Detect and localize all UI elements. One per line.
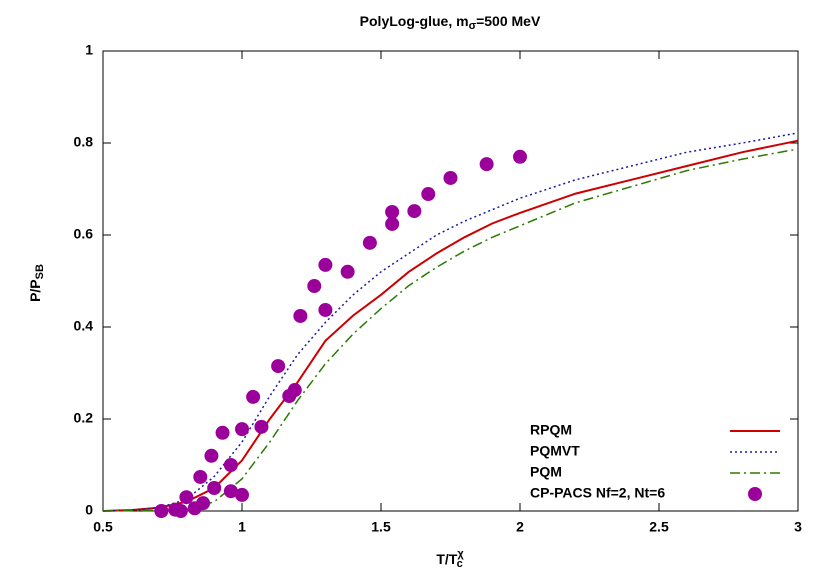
data-point	[385, 216, 400, 231]
y-tick-label: 0.2	[74, 410, 94, 426]
x-tick-label: 2.5	[649, 519, 669, 535]
data-point	[154, 504, 169, 518]
data-point	[421, 187, 436, 202]
data-point	[513, 149, 527, 164]
data-point	[196, 496, 211, 511]
x-tick-label: 1.5	[371, 519, 391, 535]
data-point	[204, 448, 219, 463]
data-point	[287, 383, 302, 398]
data-point	[340, 264, 355, 279]
data-point	[246, 389, 261, 404]
legend-label: CP-PACS Nf=2, Nt=6	[530, 485, 665, 501]
data-point	[215, 425, 230, 440]
data-point	[318, 257, 333, 272]
data-point	[318, 302, 333, 317]
data-point	[193, 469, 208, 484]
data-point	[407, 204, 422, 219]
data-point	[223, 458, 238, 472]
data-point	[385, 205, 400, 219]
data-point	[235, 422, 249, 437]
y-tick-label: 0	[85, 502, 93, 518]
y-axis-label: P/PSB	[27, 264, 46, 302]
data-line	[102, 132, 799, 512]
legend-marker	[748, 487, 762, 501]
data-point	[173, 504, 188, 518]
legend-label: PQM	[530, 464, 562, 480]
data-point	[443, 170, 458, 185]
x-tick-label: 0.5	[93, 519, 113, 535]
data-point	[479, 157, 494, 172]
legend-label: PQMVT	[530, 443, 580, 459]
y-tick-label: 1	[85, 42, 93, 58]
data-point	[223, 484, 238, 499]
data-point	[293, 308, 308, 323]
x-tick-label: 3	[794, 519, 802, 535]
data-point	[179, 490, 194, 505]
x-axis-label: T/Tχ c	[436, 548, 464, 570]
data-line	[102, 148, 799, 512]
chart-title: PolyLog-glue, mσ=500 MeV	[360, 13, 541, 32]
legend-label: RPQM	[530, 422, 572, 438]
y-tick-label: 0.6	[74, 226, 94, 242]
data-point	[207, 481, 222, 495]
x-tick-label: 2	[516, 519, 524, 535]
plot-frame	[102, 50, 799, 512]
data-point	[235, 487, 249, 502]
y-tick-label: 0.8	[74, 134, 94, 150]
data-point	[307, 279, 322, 294]
y-tick-label: 0.4	[74, 318, 94, 334]
data-point	[254, 419, 269, 434]
x-tick-label: 1	[238, 519, 246, 535]
data-line	[102, 139, 799, 512]
data-point	[271, 359, 286, 374]
data-point	[362, 235, 377, 250]
